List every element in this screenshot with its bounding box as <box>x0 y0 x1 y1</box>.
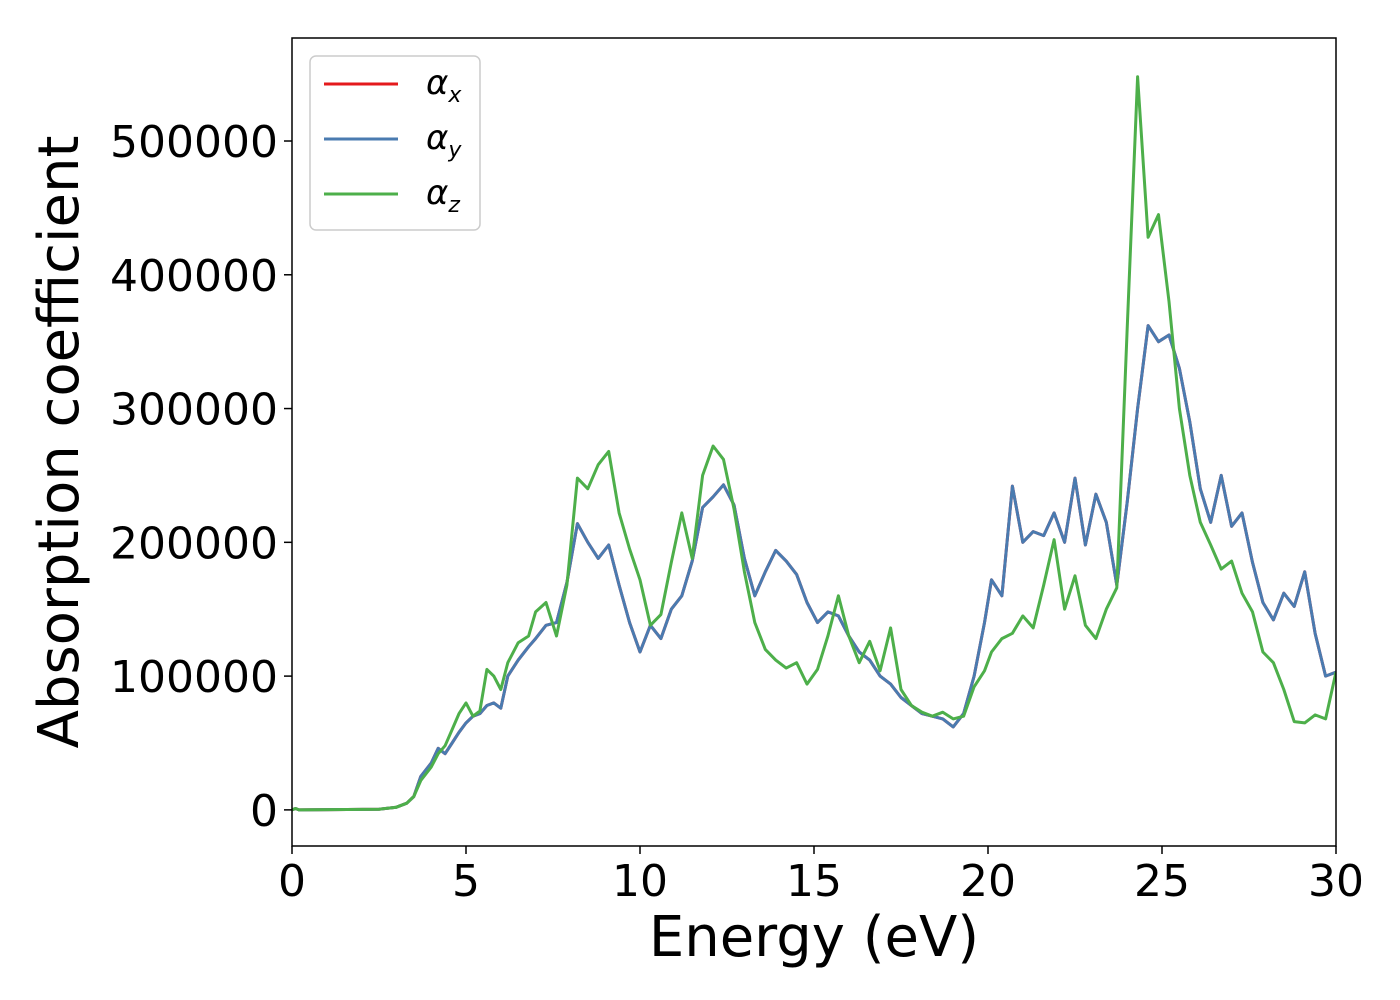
y-tick-label: 400000 <box>110 251 278 302</box>
y-tick-label: 500000 <box>110 117 278 168</box>
y-tick-label: 300000 <box>110 385 278 436</box>
legend-label-y: αy <box>426 118 462 163</box>
legend-label-x: αx <box>426 63 462 108</box>
x-tick-label: 0 <box>278 856 306 907</box>
x-tick-label: 10 <box>612 856 668 907</box>
x-tick-label: 30 <box>1308 856 1364 907</box>
legend: αx αy αz <box>309 55 481 231</box>
y-tick-label: 100000 <box>110 652 278 703</box>
x-axis-label: Energy (eV) <box>649 905 979 970</box>
legend-label-z: αz <box>426 173 460 218</box>
x-tick-label: 5 <box>452 856 480 907</box>
y-tick-label: 0 <box>250 786 278 837</box>
legend-box <box>309 55 481 231</box>
x-tick-label: 25 <box>1134 856 1190 907</box>
series-line-z <box>292 75 1336 812</box>
y-axis-ticks: 0 100000 200000 300000 400000 500000 <box>110 117 292 837</box>
series-line-y <box>292 324 1336 812</box>
x-axis-ticks: 0 5 10 15 20 25 30 <box>278 846 1364 907</box>
x-tick-label: 15 <box>786 856 842 907</box>
x-tick-label: 20 <box>960 856 1016 907</box>
y-axis-label: Absorption coefficient <box>27 136 92 749</box>
y-tick-label: 200000 <box>110 518 278 569</box>
